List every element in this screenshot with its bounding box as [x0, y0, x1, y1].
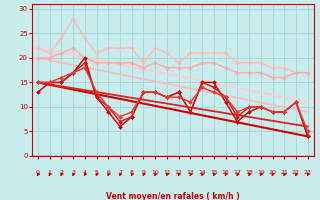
X-axis label: Vent moyen/en rafales ( km/h ): Vent moyen/en rafales ( km/h ) — [106, 192, 240, 200]
